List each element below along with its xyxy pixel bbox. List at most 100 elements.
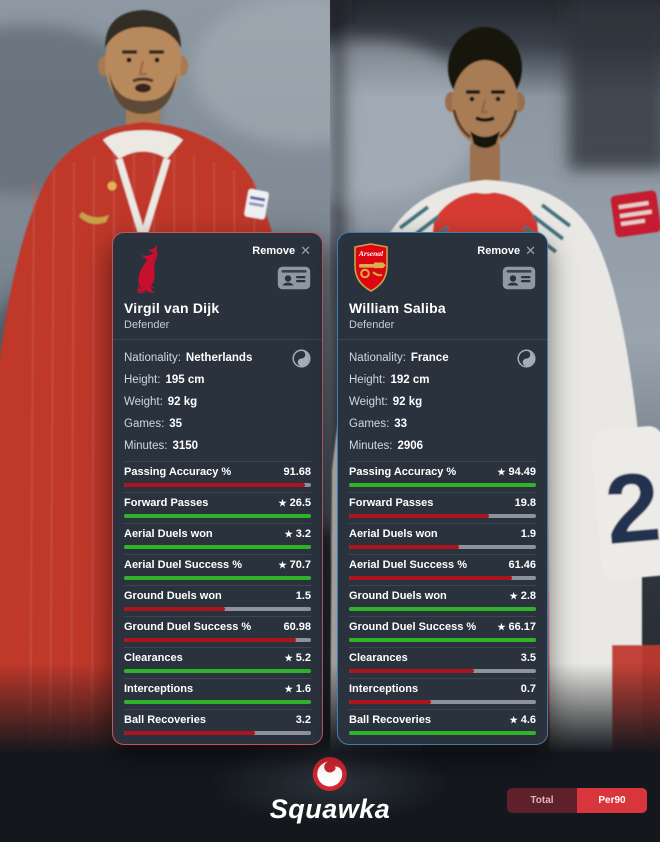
- stat-row-aerial-duel-success: Aerial Duel Success % ★ 70.7: [124, 554, 311, 585]
- stat-bar-fill: [124, 638, 297, 642]
- stat-label: Forward Passes: [349, 497, 434, 509]
- stat-label: Forward Passes: [124, 497, 209, 509]
- arsenal-crest-icon: Arsenal: [354, 243, 388, 292]
- info-row-weight: Weight: 92 kg: [349, 391, 536, 413]
- stat-number: 1.6: [295, 683, 311, 695]
- stat-bar: [349, 576, 536, 580]
- squawka-logo-icon: [312, 757, 347, 791]
- card-header: Arsenal Remove ✕: [349, 233, 536, 331]
- stat-number: 2.8: [520, 590, 536, 602]
- player-profile-card-button[interactable]: [502, 266, 536, 295]
- info-label: Minutes:: [124, 440, 168, 452]
- info-value: 92 kg: [167, 396, 198, 408]
- stat-label: Ball Recoveries: [349, 714, 431, 726]
- stat-bar: [349, 514, 536, 518]
- stat-number: 3.5: [520, 652, 536, 664]
- stat-value: ★ 4.6: [510, 714, 536, 727]
- stat-value: ★ 70.7: [279, 559, 312, 572]
- info-row-nationality: Nationality: France: [349, 347, 536, 369]
- footer: Squawka Total Per90: [0, 753, 660, 825]
- remove-button[interactable]: Remove ✕: [252, 243, 311, 259]
- info-label: Games:: [349, 418, 390, 430]
- toggle-per90-button[interactable]: Per90: [577, 788, 647, 813]
- stat-bar: [349, 638, 536, 642]
- stat-value: ★ 1.6: [285, 683, 311, 696]
- stat-bar: [349, 545, 536, 549]
- info-row-height: Height: 192 cm: [349, 369, 536, 391]
- stat-row-forward-passes: Forward Passes ★ 26.5: [124, 492, 311, 523]
- stat-number: 1.9: [520, 528, 536, 540]
- stat-label: Passing Accuracy %: [124, 466, 232, 478]
- stat-number: 94.49: [508, 466, 536, 478]
- info-value: 35: [169, 418, 183, 430]
- best-star-icon: ★: [509, 714, 518, 725]
- stat-value: ★1.9: [521, 528, 536, 541]
- stat-bar-fill: [349, 731, 536, 735]
- stat-bar-fill: [124, 731, 255, 735]
- stat-bar-fill: [124, 514, 311, 518]
- stat-number: 60.98: [283, 621, 311, 633]
- stat-label: Ground Duel Success %: [349, 621, 477, 633]
- stat-bar: [124, 514, 311, 518]
- info-label: Nationality:: [349, 352, 406, 364]
- player-comparison-screen: 2 LFC Remove ✕: [0, 0, 660, 825]
- stat-bar-fill: [124, 545, 311, 549]
- stat-bar-fill: [124, 700, 311, 704]
- stat-label: Aerial Duels won: [124, 528, 213, 540]
- info-value: 195 cm: [165, 374, 205, 386]
- stat-value: ★61.46: [508, 559, 536, 572]
- flip-card-button[interactable]: [517, 349, 536, 373]
- stat-label: Clearances: [349, 652, 408, 664]
- player-profile-card-button[interactable]: [277, 266, 311, 295]
- stat-row-ground-duels-won: Ground Duels won ★ 2.8: [349, 585, 536, 616]
- stat-value: ★ 2.8: [510, 590, 536, 603]
- remove-label: Remove: [477, 245, 521, 257]
- best-star-icon: ★: [278, 559, 287, 570]
- stats-section: Passing Accuracy %★91.68 Forward Passes★…: [124, 461, 311, 740]
- stat-label: Interceptions: [124, 683, 194, 695]
- info-label: Minutes:: [349, 440, 393, 452]
- stat-number: 3.2: [295, 714, 311, 726]
- player-name: William Saliba: [349, 300, 446, 316]
- stat-bar-fill: [124, 483, 306, 487]
- stat-bar: [124, 576, 311, 580]
- toggle-total-button[interactable]: Total: [507, 788, 577, 813]
- stat-row-ground-duel-success: Ground Duel Success % ★ 66.17: [349, 616, 536, 647]
- stat-number: 70.7: [289, 559, 311, 571]
- player-card-van-dijk: LFC Remove ✕ Virgil van Dijk Defender: [112, 232, 323, 745]
- stat-value: ★3.2: [296, 714, 311, 727]
- stat-value: ★3.5: [521, 652, 536, 665]
- info-label: Height:: [124, 374, 161, 386]
- stat-bar: [124, 483, 311, 487]
- stat-label: Aerial Duel Success %: [124, 559, 243, 571]
- stat-row-clearances: Clearances ★3.5: [349, 647, 536, 678]
- squawka-brand: Squawka: [270, 756, 391, 825]
- stat-row-ball-recoveries: Ball Recoveries ★3.2: [124, 709, 311, 740]
- remove-button[interactable]: Remove ✕: [477, 243, 536, 259]
- flip-card-button[interactable]: [292, 349, 311, 373]
- stat-number: 61.46: [508, 559, 536, 571]
- best-star-icon: ★: [497, 621, 506, 632]
- stat-row-interceptions: Interceptions ★0.7: [349, 678, 536, 709]
- info-row-games: Games: 35: [124, 413, 311, 435]
- stat-bar: [124, 700, 311, 704]
- stat-number: 26.5: [289, 497, 311, 509]
- info-row-weight: Weight: 92 kg: [124, 391, 311, 413]
- stat-bar: [349, 669, 536, 673]
- player-name: Virgil van Dijk: [124, 300, 220, 316]
- stat-label: Passing Accuracy %: [349, 466, 457, 478]
- info-value: 2906: [397, 440, 424, 452]
- stat-bar-fill: [349, 607, 536, 611]
- remove-label: Remove: [252, 245, 296, 257]
- stat-row-ground-duels-won: Ground Duels won ★1.5: [124, 585, 311, 616]
- info-row-nationality: Nationality: Netherlands: [124, 347, 311, 369]
- shirt-number: 2: [601, 451, 660, 565]
- stat-bar: [124, 731, 311, 735]
- divider: [338, 339, 547, 340]
- info-value: France: [410, 352, 449, 364]
- stat-number: 66.17: [508, 621, 536, 633]
- stat-bar-fill: [349, 545, 460, 549]
- stat-value: ★0.7: [521, 683, 536, 696]
- info-value: 92 kg: [392, 396, 423, 408]
- info-label: Weight:: [124, 396, 163, 408]
